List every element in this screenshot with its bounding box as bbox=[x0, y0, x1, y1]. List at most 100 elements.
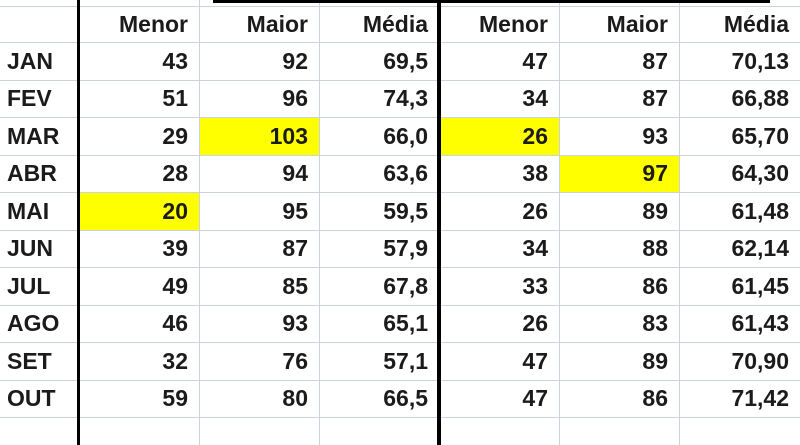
empty-cell bbox=[0, 418, 80, 445]
value-cell[interactable]: 95 bbox=[200, 193, 320, 230]
value-cell[interactable]: 47 bbox=[440, 343, 560, 380]
value-cell[interactable]: 49 bbox=[80, 268, 200, 305]
table-row: MAI 20 95 59,5 26 89 61,48 bbox=[0, 193, 800, 231]
header-row: Menor Maior Média Menor Maior Média bbox=[0, 7, 800, 43]
value-cell[interactable]: 65,70 bbox=[731, 122, 789, 149]
month-label[interactable]: FEV bbox=[0, 80, 80, 117]
value-cell[interactable]: 28 bbox=[80, 155, 200, 192]
month-label[interactable]: ABR bbox=[0, 155, 80, 192]
header-media-right[interactable]: Média bbox=[723, 11, 789, 37]
sliver-cell bbox=[200, 0, 320, 6]
value-cell[interactable]: 59,5 bbox=[320, 193, 440, 230]
value-cell[interactable]: 80 bbox=[200, 380, 320, 417]
value-cell[interactable]: 38 bbox=[440, 155, 560, 192]
value-cell[interactable]: 96 bbox=[200, 80, 320, 117]
value-cell[interactable]: 87 bbox=[560, 43, 680, 80]
group-divider bbox=[437, 0, 441, 445]
corner-cell[interactable] bbox=[0, 7, 80, 42]
value-cell[interactable]: 47 bbox=[440, 380, 560, 417]
table-body: JAN 43 92 69,5 47 87 70,13 FEV 51 96 74,… bbox=[0, 43, 800, 418]
month-label[interactable]: JUN bbox=[0, 230, 80, 267]
month-column-divider bbox=[77, 0, 80, 445]
value-cell[interactable]: 88 bbox=[560, 230, 680, 267]
value-cell[interactable]: 70,13 bbox=[731, 47, 789, 74]
empty-cell bbox=[680, 418, 800, 445]
value-cell[interactable]: 74,3 bbox=[320, 80, 440, 117]
value-cell[interactable]: 61,48 bbox=[731, 197, 789, 224]
header-maior-right[interactable]: Maior bbox=[560, 7, 680, 42]
value-cell[interactable]: 93 bbox=[560, 118, 680, 155]
header-maior-left[interactable]: Maior bbox=[200, 7, 320, 42]
sliver-cell bbox=[560, 0, 680, 6]
month-label[interactable]: OUT bbox=[0, 380, 80, 417]
value-cell[interactable]: 33 bbox=[440, 268, 560, 305]
value-cell[interactable]: 65,1 bbox=[320, 305, 440, 342]
value-cell[interactable]: 89 bbox=[560, 343, 680, 380]
value-cell[interactable]: 103 bbox=[200, 118, 320, 155]
value-cell[interactable]: 93 bbox=[200, 305, 320, 342]
month-label[interactable]: AGO bbox=[0, 305, 80, 342]
sliver-cell bbox=[440, 0, 560, 6]
month-label[interactable]: SET bbox=[0, 343, 80, 380]
value-cell[interactable]: 43 bbox=[80, 43, 200, 80]
value-cell[interactable]: 97 bbox=[560, 155, 680, 192]
value-cell[interactable]: 71,42 bbox=[731, 385, 789, 412]
value-cell[interactable]: 92 bbox=[200, 43, 320, 80]
value-cell[interactable]: 83 bbox=[560, 305, 680, 342]
cropped-title-border bbox=[213, 0, 770, 3]
value-cell[interactable]: 86 bbox=[560, 380, 680, 417]
sliver-cell bbox=[0, 0, 80, 6]
value-cell[interactable]: 86 bbox=[560, 268, 680, 305]
value-cell[interactable]: 57,9 bbox=[320, 230, 440, 267]
value-cell[interactable]: 69,5 bbox=[320, 43, 440, 80]
value-cell[interactable]: 26 bbox=[440, 305, 560, 342]
value-cell[interactable]: 34 bbox=[440, 80, 560, 117]
header-menor-left[interactable]: Menor bbox=[80, 7, 200, 42]
table-row: SET 32 76 57,1 47 89 70,90 bbox=[0, 343, 800, 381]
table-row: ABR 28 94 63,6 38 97 64,30 bbox=[0, 155, 800, 193]
value-cell[interactable]: 64,30 bbox=[731, 160, 789, 187]
value-cell[interactable]: 61,43 bbox=[731, 310, 789, 337]
month-label[interactable]: JUL bbox=[0, 268, 80, 305]
value-cell[interactable]: 51 bbox=[80, 80, 200, 117]
value-cell[interactable]: 62,14 bbox=[731, 235, 789, 262]
value-cell[interactable]: 32 bbox=[80, 343, 200, 380]
month-label[interactable]: MAI bbox=[0, 193, 80, 230]
value-cell[interactable]: 76 bbox=[200, 343, 320, 380]
value-cell[interactable]: 47 bbox=[440, 43, 560, 80]
value-cell[interactable]: 59 bbox=[80, 380, 200, 417]
value-cell[interactable]: 46 bbox=[80, 305, 200, 342]
value-cell[interactable]: 89 bbox=[560, 193, 680, 230]
value-cell[interactable]: 94 bbox=[200, 155, 320, 192]
value-cell[interactable]: 66,5 bbox=[320, 380, 440, 417]
value-cell[interactable]: 26 bbox=[440, 118, 560, 155]
value-cell[interactable]: 67,8 bbox=[320, 268, 440, 305]
empty-cell bbox=[440, 418, 560, 445]
value-cell[interactable]: 87 bbox=[200, 230, 320, 267]
value-cell[interactable]: 87 bbox=[560, 80, 680, 117]
table-row: JUL 49 85 67,8 33 86 61,45 bbox=[0, 268, 800, 306]
value-cell[interactable]: 66,88 bbox=[731, 85, 789, 112]
table-row: OUT 59 80 66,5 47 86 71,42 bbox=[0, 380, 800, 418]
table-row: FEV 51 96 74,3 34 87 66,88 bbox=[0, 80, 800, 118]
value-cell[interactable]: 26 bbox=[440, 193, 560, 230]
value-cell[interactable]: 66,0 bbox=[320, 118, 440, 155]
value-cell[interactable]: 39 bbox=[80, 230, 200, 267]
value-cell[interactable]: 20 bbox=[80, 193, 200, 230]
value-cell[interactable]: 57,1 bbox=[320, 343, 440, 380]
header-media-left[interactable]: Média bbox=[320, 7, 440, 42]
value-cell[interactable]: 34 bbox=[440, 230, 560, 267]
value-cell[interactable]: 70,90 bbox=[731, 347, 789, 374]
month-label[interactable]: JAN bbox=[0, 43, 80, 80]
value-cell[interactable]: 61,45 bbox=[731, 272, 789, 299]
value-cell[interactable]: 85 bbox=[200, 268, 320, 305]
value-cell[interactable]: 29 bbox=[80, 118, 200, 155]
value-cell[interactable]: 63,6 bbox=[320, 155, 440, 192]
cropped-bottom-row bbox=[0, 418, 800, 445]
table-row: MAR 29 103 66,0 26 93 65,70 bbox=[0, 118, 800, 156]
header-menor-right[interactable]: Menor bbox=[440, 7, 560, 42]
table-row: JUN 39 87 57,9 34 88 62,14 bbox=[0, 230, 800, 268]
table-row: JAN 43 92 69,5 47 87 70,13 bbox=[0, 43, 800, 81]
month-label[interactable]: MAR bbox=[0, 118, 80, 155]
